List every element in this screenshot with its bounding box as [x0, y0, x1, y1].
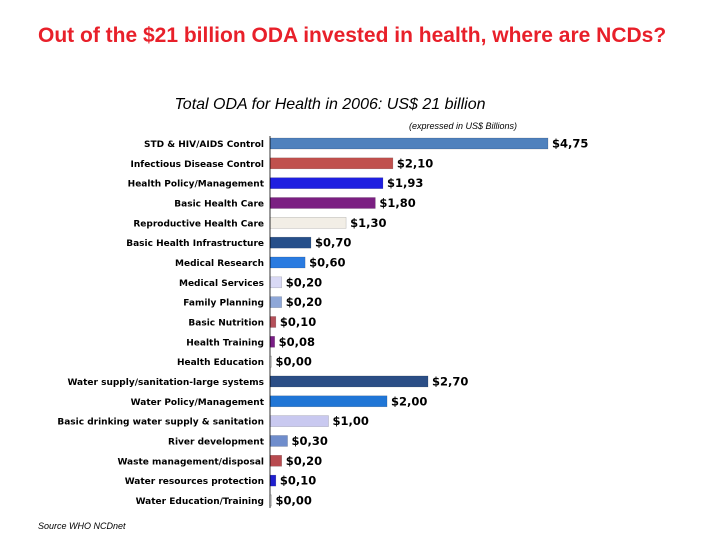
category-label: Basic Health Care	[174, 199, 264, 209]
source-note: Source WHO NCDnet	[38, 521, 126, 531]
chart-title: Total ODA for Health in 2006: US$ 21 bil…	[174, 96, 486, 113]
bar	[269, 395, 388, 408]
value-label: $0,20	[286, 295, 322, 309]
value-label: $0,08	[279, 335, 315, 349]
category-label: Basic Nutrition	[188, 318, 264, 328]
bar	[269, 197, 376, 209]
bar	[269, 157, 394, 170]
value-label: $0,60	[309, 255, 345, 269]
category-label: Waste management/disposal	[117, 457, 264, 467]
category-label: Health Policy/Management	[128, 180, 265, 190]
category-label: Water resources protection	[125, 477, 264, 487]
bar	[269, 217, 347, 229]
value-label: $0,00	[276, 355, 312, 369]
category-label: River development	[168, 437, 265, 447]
value-label: $1,93	[387, 176, 423, 190]
bar	[269, 474, 277, 487]
category-label: Reproductive Health Care	[133, 219, 264, 229]
value-label: $2,10	[397, 156, 433, 170]
value-label: $0,70	[315, 236, 351, 250]
value-label: $1,80	[379, 196, 415, 210]
bar-chart-plot: STD & HIV/AIDS Control $4,75 Infectious Di…	[57, 136, 588, 508]
category-label: Water Education/Training	[136, 497, 264, 507]
bar	[269, 276, 282, 289]
category-label: Basic drinking water supply & sanitation	[57, 418, 264, 428]
value-label: $1,00	[333, 414, 369, 428]
bar	[269, 296, 282, 308]
slide-title: Out of the $21 billion ODA invested in h…	[38, 24, 667, 47]
bar	[269, 375, 429, 388]
bar	[269, 435, 288, 447]
category-label: Water supply/sanitation-large systems	[67, 378, 264, 388]
bar	[269, 256, 306, 269]
category-label: Medical Services	[179, 279, 264, 289]
value-label: $4,75	[552, 137, 588, 151]
category-label: Water Policy/Management	[131, 398, 265, 408]
value-label: $0,20	[286, 454, 322, 468]
bar	[269, 137, 549, 150]
bar	[269, 455, 282, 467]
category-label: Health Training	[186, 338, 264, 348]
value-label: $1,30	[350, 216, 386, 230]
value-label: $0,30	[292, 434, 328, 448]
bar	[269, 415, 329, 427]
category-label: STD & HIV/AIDS Control	[144, 140, 264, 150]
value-label: $2,00	[391, 394, 427, 408]
bar	[269, 316, 277, 328]
bar	[269, 336, 275, 348]
category-label: Basic Health Infrastructure	[126, 239, 264, 249]
category-label: Family Planning	[183, 299, 264, 309]
value-label: $0,10	[280, 474, 316, 488]
bar	[269, 177, 384, 189]
value-label: $0,20	[286, 275, 322, 289]
value-label: $0,00	[276, 493, 312, 507]
value-label: $0,10	[280, 315, 316, 329]
category-label: Health Education	[177, 358, 264, 368]
value-label: $2,70	[432, 374, 468, 388]
category-label: Medical Research	[175, 259, 264, 269]
bar	[269, 236, 312, 249]
chart-subtitle: (expressed in US$ Billions)	[408, 121, 518, 131]
category-label: Infectious Disease Control	[131, 160, 264, 170]
